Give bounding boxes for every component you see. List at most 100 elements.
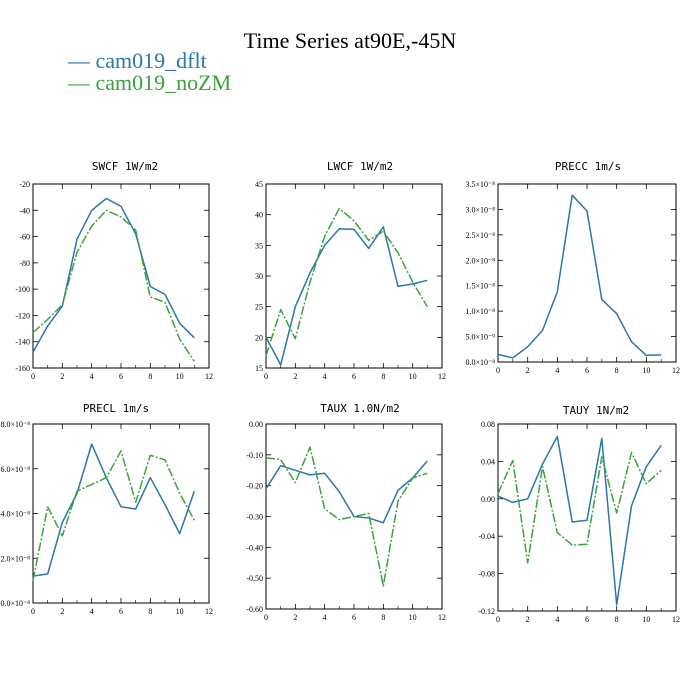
series-line-1 [265,446,428,587]
y-tick-label: -20 [19,180,30,189]
legend-entry-nozm: — cam019_noZM [68,72,231,94]
legend-line-nozm-icon: — [68,70,90,95]
y-tick-label: 0.00 [249,420,263,429]
x-tick-label: 2 [526,615,530,624]
x-tick-label: 6 [352,372,356,381]
x-tick-label: 2 [293,372,297,381]
chart-panel-2: PRECC 1m/s 0 2 4 6 8 10 12 0.0×10⁻⁸ 5.0×10⁻⁹ 1.0×1… [465,160,680,375]
x-tick-label: 12 [205,372,213,381]
y-tick-label: 4.0×10⁻⁸ [0,510,30,519]
y-tick-label: 2.0×10⁻⁸ [0,554,30,563]
chart-panel-1: LWCF 1W/m2 0 2 4 6 8 10 12 15 20 25 30 35 40 45 [255,160,446,381]
x-tick-label: 4 [323,613,327,622]
x-tick-label: 10 [176,372,184,381]
x-tick-label: 2 [293,613,297,622]
x-tick-label: 12 [438,372,446,381]
y-tick-label: 8.0×10⁻⁸ [0,420,30,429]
x-tick-label: 4 [90,372,94,381]
x-tick-label: 6 [352,613,356,622]
x-tick-label: 0 [496,615,500,624]
legend-entry-dflt: — cam019_dflt [68,50,207,72]
x-tick-label: 0 [31,372,35,381]
chart-title: PRECL 1m/s [83,402,149,415]
y-tick-label: 35 [255,241,263,250]
plot-frame [32,183,210,369]
series-line-1 [32,450,195,581]
y-tick-label: -40 [19,206,30,215]
chart-title: LWCF 1W/m2 [327,160,393,173]
x-tick-label: 2 [526,366,530,375]
x-tick-label: 6 [119,607,123,616]
x-tick-label: 10 [176,607,184,616]
y-tick-label: 2.0×10⁻⁸ [465,256,495,265]
y-tick-label: 1.5×10⁻⁸ [465,282,495,291]
x-tick-label: 0 [496,366,500,375]
chart-panel-4: TAUX 1.0N/m2 0 2 4 6 8 10 12 -0.60 -0.50 -0.40 -0.3… [246,402,446,622]
x-tick-label: 0 [264,613,268,622]
x-tick-label: 2 [60,607,64,616]
y-tick-label: -60 [19,233,30,242]
x-tick-label: 12 [672,615,680,624]
legend-label-nozm: cam019_noZM [95,70,232,95]
y-tick-label: 25 [255,303,263,312]
x-tick-label: 4 [90,607,94,616]
series-line-1 [265,207,428,356]
y-tick-label: -0.60 [246,605,263,614]
y-tick-label: 6.0×10⁻⁸ [0,465,30,474]
x-tick-label: 8 [615,366,619,375]
x-tick-label: 8 [615,615,619,624]
y-tick-label: 15 [255,364,263,373]
x-tick-label: 6 [585,615,589,624]
y-tick-label: -0.04 [478,532,495,541]
y-tick-label: -0.08 [478,570,495,579]
series-line-1 [497,451,662,564]
chart-title: TAUY 1N/m2 [563,404,629,417]
x-tick-label: 8 [381,372,385,381]
x-tick-label: 6 [585,366,589,375]
y-tick-label: -100 [15,285,30,294]
y-tick-label: -80 [19,259,30,268]
chart-title: SWCF 1W/m2 [92,160,158,173]
y-tick-label: -160 [15,364,30,373]
y-tick-label: -0.30 [246,513,263,522]
y-tick-label: 40 [255,211,263,220]
x-tick-label: 8 [381,613,385,622]
y-tick-label: -0.10 [246,451,263,460]
x-tick-label: 8 [148,372,152,381]
y-tick-label: 5.0×10⁻⁹ [465,333,495,342]
x-tick-label: 0 [264,372,268,381]
y-tick-label: -0.40 [246,543,263,552]
chart-panel-5: TAUY 1N/m2 0 2 4 6 8 10 12 -0.12 -0.08 -0.04 0.00 0.… [478,404,680,624]
y-tick-label: -120 [15,311,30,320]
legend-label-dflt: cam019_dflt [95,48,207,73]
x-tick-label: 6 [119,372,123,381]
y-tick-label: -140 [15,338,30,347]
chart-title: PRECC 1m/s [555,160,621,173]
chart-title: TAUX 1.0N/m2 [320,402,399,415]
y-tick-label: 0.04 [481,457,495,466]
series-line-0 [497,435,662,606]
y-tick-label: 3.0×10⁻⁸ [465,205,495,214]
series-line-1 [32,209,195,362]
y-tick-label: 0.00 [481,495,495,504]
x-tick-label: 10 [409,613,417,622]
x-tick-label: 12 [672,366,680,375]
chart-panel-3: PRECL 1m/s 0 2 4 6 8 10 12 0.0×10⁻⁸ 2.0×10⁻⁸ 4.0×1… [0,402,213,616]
y-tick-label: 0.0×10⁻⁸ [465,358,495,367]
y-tick-label: 30 [255,272,263,281]
series-line-0 [32,197,195,353]
x-tick-label: 10 [642,366,650,375]
page-title: Time Series at90E,-45N [243,28,457,53]
x-tick-label: 12 [205,607,213,616]
x-tick-label: 4 [555,615,559,624]
y-tick-label: 1.0×10⁻⁸ [465,307,495,316]
y-tick-label: -0.12 [478,607,495,616]
y-tick-label: 0.0×10⁻⁸ [0,599,30,608]
x-tick-label: 0 [31,607,35,616]
series-line-0 [497,194,662,359]
x-tick-label: 10 [409,372,417,381]
x-tick-label: 10 [642,615,650,624]
x-tick-label: 12 [438,613,446,622]
x-tick-label: 2 [60,372,64,381]
